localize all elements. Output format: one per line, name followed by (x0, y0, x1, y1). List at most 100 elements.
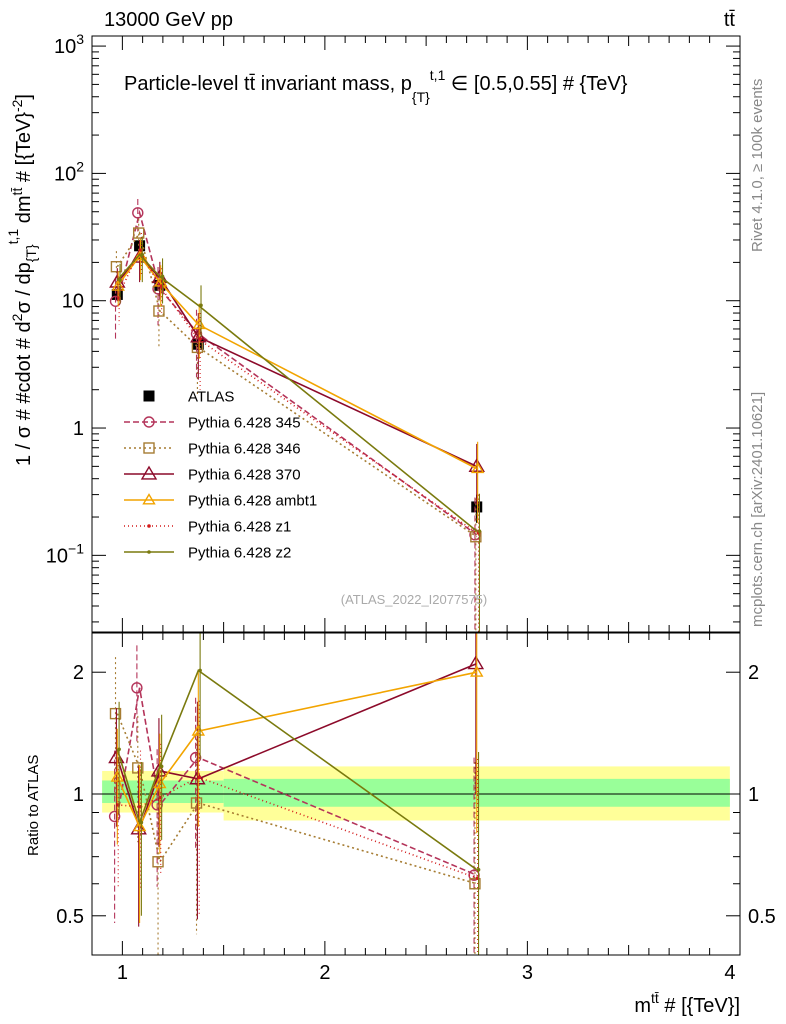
main-line-p346 (116, 231, 478, 538)
legend-marker-ambt1 (142, 493, 156, 505)
x-axis-label: mtt̄ # [{TeV}] (634, 990, 740, 1017)
main-point-ambt1 (192, 317, 206, 330)
main-point-p370 (468, 457, 485, 472)
ratio-point-ambt1 (470, 665, 484, 677)
chart-title: Particle-level tt̄ invariant mass, p{T}t… (124, 67, 628, 105)
legend-label-z1: Pythia 6.428 z1 (188, 519, 291, 536)
legend-label-ATLAS: ATLAS (188, 389, 234, 406)
legend-entry-ambt1: Pythia 6.428 ambt1 (124, 493, 317, 510)
main-point-p346 (132, 227, 145, 239)
ratio-point-ambt1 (132, 819, 147, 832)
ratio-y-tick-label-right: 2 (748, 662, 759, 684)
ratio-point-ambt1 (191, 724, 206, 736)
main-point-p346 (110, 260, 123, 273)
legend-entry-p346: Pythia 6.428 346 (124, 441, 301, 458)
main-series-layer (109, 198, 485, 632)
main-point-z1 (198, 337, 202, 341)
main-point-z2 (477, 529, 482, 533)
main-point-z2 (160, 274, 165, 279)
ratio-series-p346 (109, 657, 481, 955)
ratio-point-p346 (190, 797, 203, 809)
ratio-point-ambt1 (153, 776, 167, 789)
main-axes: 10−1 1 10 102 103 (46, 31, 740, 632)
legend-entry-p370: Pythia 6.428 370 (124, 465, 301, 484)
legend-label-z2: Pythia 6.428 z2 (188, 545, 291, 562)
legend-label-ambt1: Pythia 6.428 ambt1 (188, 493, 317, 510)
ratio-y-tick-label-right: 1 (748, 784, 759, 806)
main-point-p346 (470, 531, 482, 543)
ratio-series-layer (108, 633, 485, 955)
ratio-line-z2 (116, 669, 478, 871)
ratio-y-axis-label: Ratio to ATLAS (25, 755, 42, 856)
main-point-ATLAS (471, 501, 483, 513)
ratio-point-z2 (139, 820, 144, 825)
ratio-point-p370 (150, 762, 168, 777)
ratio-point-p345 (108, 810, 121, 823)
ratio-axes: 0.5 0.5 1 1 2 2 1 2 3 4 (56, 633, 776, 984)
main-point-z2 (199, 303, 203, 308)
main-point-z2 (140, 252, 145, 257)
ratio-y-tick-label: 2 (73, 662, 84, 684)
x-tick-label: 4 (724, 962, 735, 984)
ratio-point-z2 (476, 867, 481, 872)
mcplots-label: mcplots.cern.ch [arXiv:2401.10621] (749, 392, 766, 627)
main-line-ambt1 (116, 254, 478, 470)
ratio-point-z2 (159, 764, 164, 769)
main-line-p370 (116, 255, 478, 468)
legend-marker-p345 (143, 416, 155, 428)
ratio-series-z2 (116, 633, 481, 955)
main-line-p345 (116, 209, 478, 536)
legend-entry-z1: Pythia 6.428 z1 (124, 519, 291, 536)
main-point-p370 (190, 328, 207, 343)
ratio-point-p346 (469, 878, 481, 890)
ratio-point-p346 (109, 707, 122, 720)
main-y-tick-label: 1 (73, 418, 84, 440)
ratio-point-p346 (132, 762, 144, 774)
legend-entry-ATLAS: ATLAS (143, 389, 234, 406)
rivet-label: Rivet 4.1.0, ≥ 100k events (749, 79, 766, 252)
ratio-point-p346 (152, 856, 164, 868)
main-series-p346 (110, 218, 482, 632)
legend-label-p346: Pythia 6.428 346 (188, 441, 301, 458)
main-frame (91, 35, 741, 633)
main-y-tick-label: 102 (54, 158, 84, 185)
main-point-ambt1 (470, 461, 485, 474)
legend-marker-ATLAS (143, 390, 155, 402)
ratio-y-tick-label: 1 (73, 784, 84, 806)
ratio-y-tick-label: 0.5 (56, 906, 84, 928)
ratio-point-p345 (131, 682, 143, 694)
legend-entry-z2: Pythia 6.428 z2 (124, 545, 291, 562)
energy-label: 13000 GeV pp (104, 9, 233, 31)
main-y-tick-label: 10 (62, 291, 84, 313)
legend-marker-p370 (140, 465, 158, 480)
ratio-band-layer (92, 766, 740, 821)
main-point-z2 (118, 278, 122, 282)
legend-marker-z1 (147, 524, 151, 528)
ratio-y-tick-label-right: 0.5 (748, 906, 776, 928)
ratio-series-ambt1 (110, 633, 484, 923)
main-line-z2 (116, 253, 478, 532)
main-y-axis-label: 1 / σ # #cdot # d2σ / dp{T}t,1 dmtt̄ # [… (5, 94, 39, 466)
ratio-point-z2 (198, 668, 202, 673)
main-line-z1 (116, 248, 478, 534)
main-series-z1 (116, 233, 481, 632)
main-y-tick-label: 103 (54, 31, 84, 58)
main-y-tick-label: 10−1 (46, 540, 84, 567)
x-tick-label: 1 (117, 962, 128, 984)
ratio-point-z2 (117, 747, 121, 752)
legend: ATLAS Pythia 6.428 345 Pythia 6.428 346 Pyt… (124, 389, 317, 562)
main-point-p346 (153, 305, 165, 317)
ratio-line-p346 (116, 713, 477, 885)
ratio-point-z1 (197, 775, 202, 780)
main-point-ambt1 (111, 279, 125, 291)
legend-label-p370: Pythia 6.428 370 (188, 467, 301, 484)
process-label: tt̄ (724, 9, 736, 31)
legend-entry-p345: Pythia 6.428 345 (124, 415, 301, 432)
main-series-z2 (116, 236, 482, 632)
x-tick-label: 2 (319, 962, 330, 984)
legend-marker-z2 (147, 550, 151, 554)
ratio-point-ambt1 (110, 770, 125, 782)
x-tick-label: 3 (522, 962, 533, 984)
analysis-reference-label: (ATLAS_2022_I2077575) (341, 592, 487, 607)
